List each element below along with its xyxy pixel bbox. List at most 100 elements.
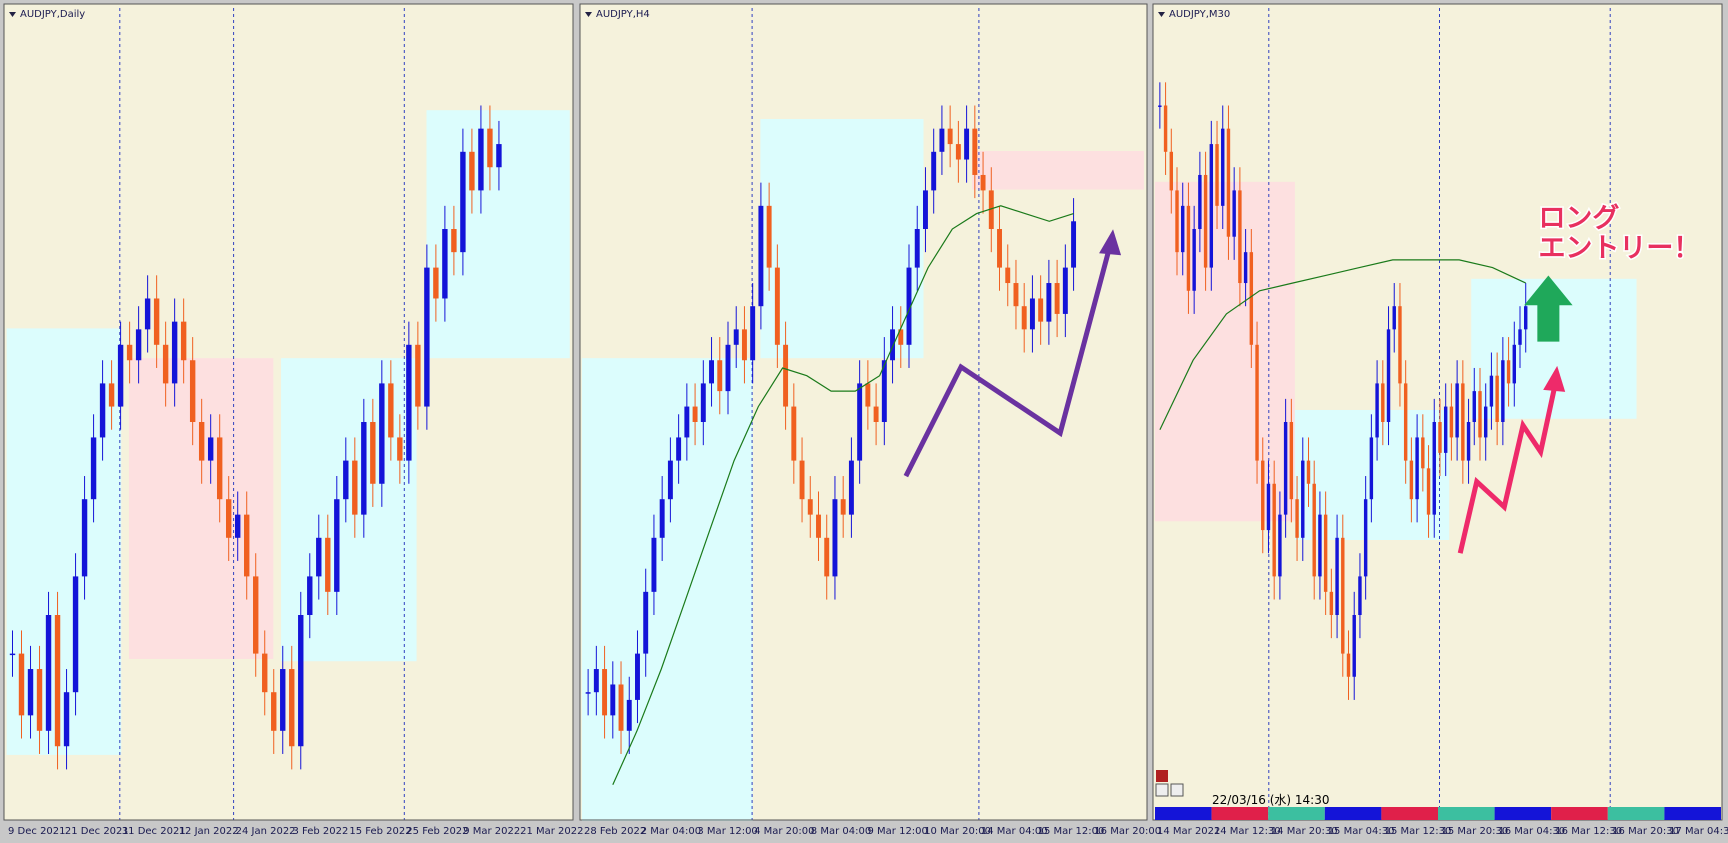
candle [1346,653,1351,677]
candle [988,190,994,229]
candle [890,329,896,361]
candle [406,344,412,461]
candle [189,360,196,422]
candle [635,653,640,700]
candle [1392,306,1396,330]
candle [1501,360,1505,422]
candle [585,692,591,694]
candle [799,460,805,500]
candle [1062,267,1068,314]
x-tick-label: 4 Mar 20:00 [754,826,814,837]
x-tick-label: 9 Mar 12:00 [868,826,928,837]
candle [90,437,97,500]
candle [1312,483,1316,577]
candle [144,298,151,330]
candle [602,669,608,716]
period-bar [1211,807,1269,820]
x-tick-label: 2 Mar 04:00 [641,826,701,837]
candle [1381,383,1385,422]
candle [1386,329,1391,422]
candle [914,229,920,268]
candle [99,383,106,438]
candle [1209,144,1214,268]
x-tick-label: 12 Jan 2022 [179,826,239,837]
candle [135,329,142,361]
zone [972,150,1144,190]
panel-title: AUDJPY,H4 [596,9,650,20]
candle [325,537,331,592]
candle [1369,437,1374,500]
period-bar [1551,807,1608,820]
candle [898,329,904,345]
candle [1175,190,1179,253]
candle [18,653,25,716]
candle [27,669,34,716]
candle [1029,298,1035,330]
candle [1352,615,1356,677]
candle [1398,306,1402,384]
candle [45,615,52,731]
candle [1243,252,1248,284]
candle [791,406,797,461]
moving-average [612,205,1074,786]
candle [1261,460,1265,531]
candle [873,406,879,422]
candle [180,321,187,361]
x-tick-label: 8 Mar 04:00 [811,826,871,837]
candle [1038,298,1044,322]
candle [1301,460,1305,538]
candle [478,128,484,191]
candle [334,499,340,592]
x-tick-label: 14 Mar 20:30 [1271,826,1338,837]
candle [1409,460,1414,500]
candle [774,267,780,345]
candle [626,699,632,731]
zone [760,119,924,359]
candle [783,344,789,407]
candle [388,383,394,438]
x-tick-label: 15 Mar 12:00 [1038,826,1105,837]
time-stamp: 22/03/16 (水) 14:30 [1212,793,1329,807]
x-tick-label: 16 Mar 12:30 [1555,826,1622,837]
period-bar [1438,807,1495,820]
candle [162,344,169,384]
candle [271,692,277,731]
x-tick-label: 31 Dec 2021 [122,826,186,837]
candle [487,128,493,168]
candle [36,669,43,731]
candle [235,514,241,538]
candle [1506,360,1511,384]
x-tick-label: 14 Mar 2022 [1157,826,1220,837]
candle [280,669,286,731]
entry-arrow [1524,275,1573,342]
candle [980,174,986,191]
moving-average [1159,259,1526,430]
candle [1203,174,1208,268]
candle [881,360,887,422]
period-bar [1664,807,1721,820]
candle [997,229,1002,268]
x-tick-label: 9 Dec 2021 [8,826,66,837]
candle [1415,437,1419,500]
candle [108,383,115,407]
candle [1518,329,1522,345]
candle [1232,190,1236,237]
candle [207,437,214,461]
candle [964,128,970,160]
candle [758,205,764,307]
candle [451,229,457,253]
x-tick-label: 21 Dec 2021 [65,826,129,837]
candle [684,406,690,438]
candle [1483,406,1488,438]
candle [1524,306,1528,330]
x-tick-label: 16 Mar 20:00 [1094,826,1161,837]
candle [1318,514,1322,577]
candle [1495,375,1499,422]
candle [126,344,133,361]
title-arrow [9,12,16,17]
x-tick-label: 15 Feb 2022 [349,826,411,837]
candle [939,128,945,152]
candle [379,383,385,484]
candle [750,306,756,361]
